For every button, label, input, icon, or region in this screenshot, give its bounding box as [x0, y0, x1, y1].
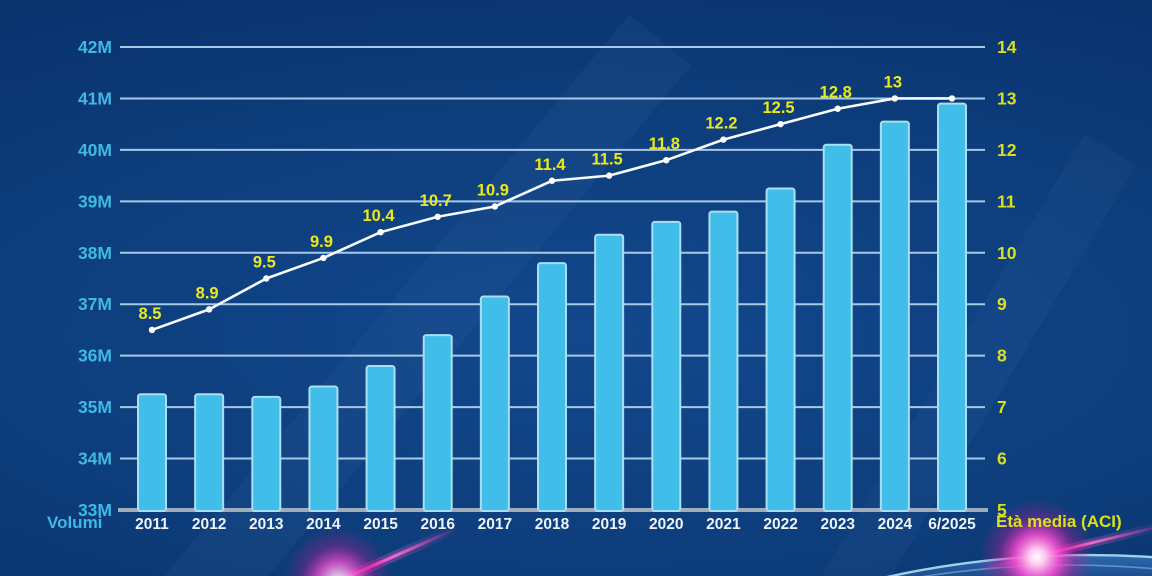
data-label-2015: 10.4: [363, 207, 396, 225]
data-label-2024: 13: [884, 73, 902, 91]
left-axis-title: Volumi: [47, 513, 103, 532]
data-label-2021: 12.2: [705, 115, 737, 133]
left-axis-tick-42M: 42M: [78, 37, 112, 57]
data-label-2022: 12.5: [763, 99, 795, 117]
left-axis-tick-35M: 35M: [78, 397, 112, 417]
x-label-2018: 2018: [535, 516, 570, 533]
decor: [283, 499, 1152, 576]
right-axis-tick-14: 14: [997, 37, 1017, 57]
x-label-2015: 2015: [363, 516, 398, 533]
x-label-2020: 2020: [649, 516, 683, 533]
left-axis-tick-33M: 33M: [78, 500, 112, 520]
bar-2024: [879, 120, 910, 512]
right-axis-tick-6: 6: [997, 449, 1007, 469]
bar-2016: [422, 334, 453, 513]
data-label-2014: 9.9: [310, 233, 333, 251]
bar-2020: [651, 220, 682, 513]
right-axis-title: Età media (ACI): [996, 512, 1122, 531]
x-label-2023: 2023: [820, 516, 855, 533]
point-2013: [263, 275, 270, 282]
x-label-2024: 2024: [878, 516, 913, 533]
bar-2021: [708, 210, 739, 512]
point-2019: [605, 172, 613, 179]
x-label-2017: 2017: [478, 516, 512, 533]
left-axis-tick-39M: 39M: [78, 191, 112, 211]
point-2020: [663, 156, 670, 164]
point-2023: [834, 105, 841, 112]
x-label-2011: 2011: [135, 516, 169, 533]
data-label-2017: 10.9: [477, 181, 509, 199]
bar-2015: [365, 364, 396, 513]
bar-2013: [251, 395, 282, 513]
right-axis-tick-5: 5: [997, 500, 1007, 520]
data-label-2016: 10.7: [420, 192, 452, 210]
pink-glow-right: [979, 499, 1095, 576]
right-axis-tick-11: 11: [997, 191, 1016, 211]
data-label-2013: 9.5: [253, 254, 276, 272]
left-axis-tick-36M: 36M: [78, 346, 112, 366]
x-label-2021: 2021: [706, 516, 741, 533]
pink-glow-left: [283, 527, 393, 576]
point-2017: [491, 203, 499, 210]
point-2014: [320, 254, 327, 262]
point-2016: [434, 213, 441, 220]
point-2022: [777, 120, 784, 128]
bar-2014: [308, 385, 339, 512]
point-2012: [205, 306, 213, 313]
right-axis-tick-12: 12: [997, 140, 1017, 160]
right-axis-tick-10: 10: [997, 243, 1017, 263]
bar-2012: [194, 393, 225, 512]
bar-2022: [765, 187, 796, 512]
volumi-bar-series: [137, 102, 967, 513]
point-2021: [720, 136, 727, 143]
bar-2018: [537, 262, 567, 513]
right-axis-tick-13: 13: [997, 88, 1017, 108]
point-2011: [148, 326, 156, 334]
eta-media-markers: [148, 95, 956, 334]
background-light-streak: [164, 14, 691, 576]
left-axis-tick-40M: 40M: [78, 140, 112, 160]
data-label-2011: 8.5: [139, 305, 162, 323]
right-axis-tick-9: 9: [997, 294, 1007, 314]
bar-2011: [137, 393, 167, 512]
x-label-6/2025: 6/2025: [928, 516, 976, 533]
data-label-2023: 12.8: [820, 84, 852, 102]
left-axis-tick-37M: 37M: [78, 294, 112, 314]
point-2024: [891, 95, 899, 102]
data-label-2020: 11.8: [649, 135, 680, 153]
point-2018: [548, 177, 556, 184]
data-label-2018: 11.4: [534, 156, 566, 174]
data-label-2019: 11.5: [592, 151, 623, 169]
bar-2019: [594, 233, 625, 512]
right-axis-tick-8: 8: [997, 346, 1007, 366]
bar-2023: [822, 143, 853, 512]
bar-6/2025: [937, 102, 967, 512]
x-label-2012: 2012: [192, 516, 226, 533]
left-axis-tick-34M: 34M: [78, 449, 112, 469]
x-label-2019: 2019: [592, 516, 627, 533]
point-2015: [377, 229, 384, 236]
left-axis-tick-38M: 38M: [78, 243, 112, 263]
left-axis-tick-41M: 41M: [78, 88, 112, 108]
data-label-2012: 8.9: [196, 284, 219, 302]
x-label-2022: 2022: [763, 516, 797, 533]
bar-2017: [479, 295, 510, 512]
x-label-2013: 2013: [249, 516, 284, 533]
right-axis-tick-7: 7: [997, 397, 1007, 417]
point-6/2025: [948, 95, 956, 102]
